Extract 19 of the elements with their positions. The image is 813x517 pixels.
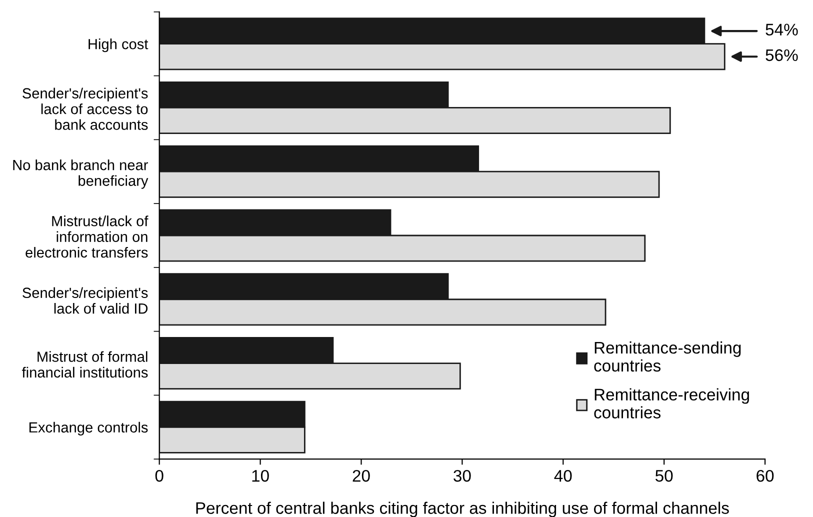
y-tick-label: No bank branch near beneficiary xyxy=(13,160,148,189)
x-tick-label: 40 xyxy=(554,470,572,482)
data-label: 54% xyxy=(766,24,798,36)
y-tick-label: High cost xyxy=(88,38,148,52)
x-tick-label: 0 xyxy=(155,470,164,482)
y-tick-label: Mistrust of formal financial institutions xyxy=(22,351,148,378)
x-axis-title: Percent of central banks citing factor as inhibiting use of formal channels xyxy=(196,502,729,517)
y-tick-label: Sender's/recipient's lack of valid ID xyxy=(22,287,148,314)
legend-label: Remittance-receiving countries xyxy=(594,388,749,418)
y-tick-label: Sender's/recipient's lack of access to bank accounts xyxy=(22,88,148,130)
x-tick-label: 50 xyxy=(655,470,673,482)
data-label: 56% xyxy=(766,49,798,62)
x-tick-label: 20 xyxy=(352,470,370,482)
legend-label: Remittance-sending countries xyxy=(594,341,741,372)
x-tick-label: 10 xyxy=(252,470,269,482)
y-tick-label: Mistrust/lack of information on electronic transfers xyxy=(26,216,148,258)
y-tick-label: Exchange controls xyxy=(29,422,148,436)
x-tick-label: 30 xyxy=(454,470,471,482)
x-tick-label: 60 xyxy=(756,470,774,482)
